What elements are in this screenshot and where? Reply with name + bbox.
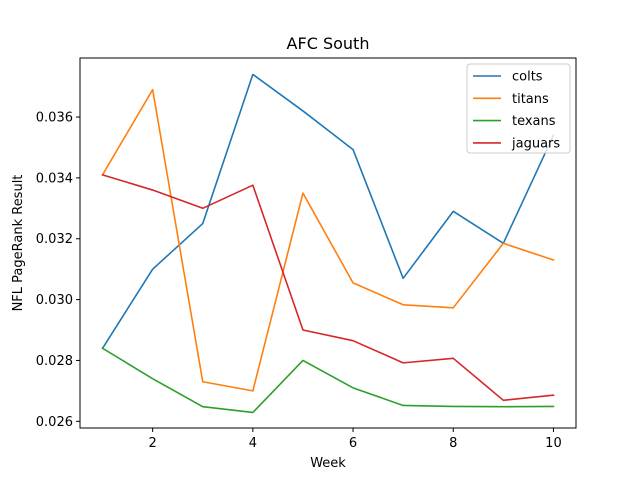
x-tick-label: 8 [449, 436, 457, 451]
y-tick-label: 0.026 [36, 415, 73, 430]
y-tick-label: 0.032 [36, 232, 73, 247]
legend-label-titans: titans [512, 92, 549, 107]
plot-frame [79, 57, 577, 429]
series-line-colts [101, 73, 555, 350]
x-tick-label: 10 [545, 436, 562, 451]
series-line-titans [101, 88, 555, 392]
x-tick-label: 2 [149, 436, 157, 451]
y-tick-label: 0.036 [36, 111, 73, 126]
x-axis: 2 4 6 8 10 [149, 428, 562, 451]
legend: colts titans texans jaguars [466, 63, 571, 154]
x-tick-label: 6 [349, 436, 357, 451]
legend-label-texans: texans [512, 114, 556, 129]
legend-label-jaguars: jaguars [511, 136, 560, 151]
legend-box [466, 63, 571, 154]
x-tick-label: 4 [249, 436, 257, 451]
series-line-texans [101, 347, 555, 414]
plot-lines [101, 73, 555, 414]
y-axis: 0.026 0.028 0.030 0.032 0.034 0.036 [36, 111, 80, 430]
legend-label-colts: colts [512, 70, 543, 85]
y-tick-label: 0.030 [36, 293, 73, 308]
chart-title: AFC South [287, 34, 370, 53]
y-tick-label: 0.034 [36, 171, 73, 186]
y-tick-label: 0.028 [36, 354, 73, 369]
x-axis-label: Week [310, 456, 346, 471]
series-line-jaguars [101, 173, 555, 402]
y-axis-label: NFL PageRank Result [11, 175, 26, 312]
